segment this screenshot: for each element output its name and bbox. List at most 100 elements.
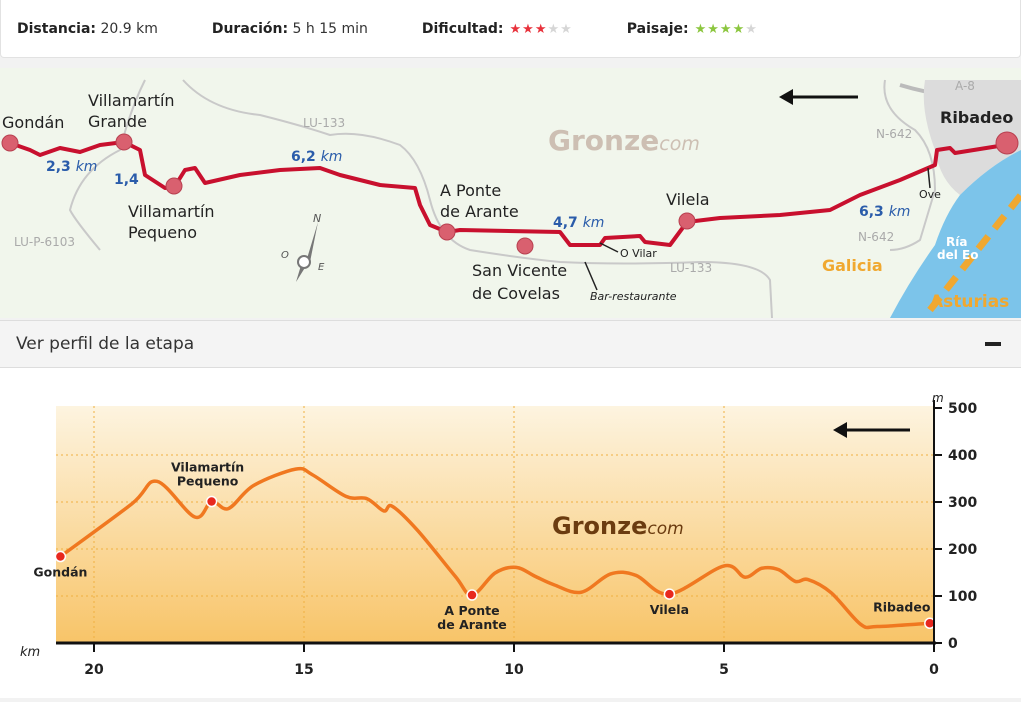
grid xyxy=(56,406,934,643)
svg-text:Asturias: Asturias xyxy=(930,292,1009,312)
marker-villamartin-pequeno[interactable] xyxy=(165,177,183,195)
waypoint-label: Gondán xyxy=(33,565,87,580)
y-tick-label: 400 xyxy=(948,448,977,464)
profile-toggle[interactable]: Ver perfil de la etapa xyxy=(0,320,1021,368)
svg-text:LU-133: LU-133 xyxy=(303,116,345,130)
marker-ribadeo[interactable] xyxy=(995,131,1019,155)
x-tick-label: 20 xyxy=(84,662,104,678)
svg-text:E: E xyxy=(318,262,325,273)
svg-text:6,3 km: 6,3 km xyxy=(859,204,910,220)
star-filled-icon: ★ xyxy=(719,21,733,37)
svg-text:Pequeno: Pequeno xyxy=(128,223,197,242)
marker-gondan[interactable] xyxy=(1,134,19,152)
svg-text:San Vicente: San Vicente xyxy=(472,261,567,280)
svg-text:Gondán: Gondán xyxy=(2,113,64,132)
svg-text:1,4: 1,4 xyxy=(114,172,139,188)
star-empty-icon: ★ xyxy=(745,21,758,37)
svg-text:Grande: Grande xyxy=(88,112,147,131)
marker-a-ponte[interactable] xyxy=(438,223,456,241)
difficulty-stat: Dificultad: ★★★★★ xyxy=(421,20,573,37)
svg-text:O: O xyxy=(281,250,289,261)
waypoint-point xyxy=(205,495,218,508)
svg-text:N-642: N-642 xyxy=(858,230,894,244)
route-map: Gondán Villamartín Grande Villamartín Pe… xyxy=(0,68,1021,319)
y-tick-label: 200 xyxy=(948,542,977,558)
svg-text:Ría: Ría xyxy=(946,235,967,249)
leader-lines xyxy=(584,167,931,291)
svg-text:6,2 km: 6,2 km xyxy=(291,149,342,165)
star-filled-icon: ★ xyxy=(534,21,548,37)
region-labels: Galicia Asturias xyxy=(822,256,1009,312)
svg-text:Ribadeo: Ribadeo xyxy=(940,108,1013,127)
poi-labels: O Vilar Bar-restaurante Ove xyxy=(590,188,941,303)
roads xyxy=(68,79,1011,319)
waypoint-label: Pequeno xyxy=(177,474,239,489)
waypoint-label: Vilela xyxy=(650,602,689,617)
water-ria xyxy=(890,150,1021,318)
stage-summary: Distancia: 20.9 km Duración: 5 h 15 min … xyxy=(0,0,1021,58)
star-filled-icon: ★ xyxy=(509,21,523,37)
svg-text:Galicia: Galicia xyxy=(822,256,883,275)
svg-text:O Vilar: O Vilar xyxy=(620,247,657,260)
map-canvas: Gondán Villamartín Grande Villamartín Pe… xyxy=(1,79,1021,319)
svg-text:N-642: N-642 xyxy=(876,127,912,141)
waypoint-label: A Ponte xyxy=(444,603,499,618)
route-line xyxy=(9,140,1006,247)
x-tick-label: 15 xyxy=(294,662,313,678)
svg-text:A Ponte: A Ponte xyxy=(440,181,501,200)
star-filled-icon: ★ xyxy=(707,21,720,37)
elevation-profile: Gronzecom Gondán Vilamartín Pequeno A Ponte… xyxy=(0,368,1021,698)
svg-text:Villamartín: Villamartín xyxy=(88,91,175,110)
svg-text:LU-P-6103: LU-P-6103 xyxy=(14,235,75,249)
svg-text:Ove: Ove xyxy=(919,188,941,201)
star-filled-icon: ★ xyxy=(522,21,535,37)
landscape-stat: Paisaje: ★★★★★ xyxy=(626,20,758,37)
map-watermark: Gronzecom xyxy=(548,124,700,157)
svg-text:Villamartín: Villamartín xyxy=(128,202,215,221)
svg-text:Bar-restaurante: Bar-restaurante xyxy=(590,290,677,303)
svg-text:de Arante: de Arante xyxy=(440,202,519,221)
town-area xyxy=(923,80,1021,195)
y-tick-label: 0 xyxy=(948,636,958,652)
minus-icon[interactable] xyxy=(985,342,1001,346)
landscape-stars-icon: ★★★★★ xyxy=(695,22,758,37)
x-tick-label: 0 xyxy=(929,662,939,678)
svg-text:N: N xyxy=(313,212,321,225)
star-filled-icon: ★ xyxy=(732,21,746,37)
y-axis-label: m xyxy=(932,391,944,405)
distance-stat: Distancia: 20.9 km xyxy=(17,20,158,37)
waypoint-point xyxy=(466,589,478,601)
x-tick-label: 10 xyxy=(504,662,524,678)
profile-toggle-label: Ver perfil de la etapa xyxy=(16,334,195,354)
y-tick-label: 500 xyxy=(948,401,977,417)
star-empty-icon: ★ xyxy=(547,21,561,37)
road-labels: LU-133 LU-133 LU-P-6103 N-642 N-642 A-8 xyxy=(14,79,975,275)
marker-vilela[interactable] xyxy=(678,212,696,230)
segment-distances: 2,3 km 1,4 6,2 km 4,7 km 6,3 km xyxy=(46,149,910,231)
x-tick-label: 5 xyxy=(719,662,729,678)
marker-san-vicente[interactable] xyxy=(516,237,534,255)
svg-text:2,3 km: 2,3 km xyxy=(46,159,97,175)
marker-villamartin-grande[interactable] xyxy=(115,133,133,151)
y-tick-label: 300 xyxy=(948,495,977,511)
waypoint-label: de Arante xyxy=(437,617,506,632)
svg-text:de Covelas: de Covelas xyxy=(472,284,560,303)
compass-icon: N O E xyxy=(281,212,325,282)
svg-text:Vilela: Vilela xyxy=(666,190,710,209)
chart-watermark: Gronzecom xyxy=(552,512,684,540)
waypoint-label: Ribadeo xyxy=(873,599,931,614)
x-axis-label: km xyxy=(20,645,40,660)
star-filled-icon: ★ xyxy=(694,21,708,37)
plot-area xyxy=(56,406,934,643)
svg-text:LU-133: LU-133 xyxy=(670,261,712,275)
elevation-line xyxy=(59,466,930,630)
difficulty-stars-icon: ★★★★★ xyxy=(510,22,573,37)
waypoint-point xyxy=(54,550,67,563)
duration-stat: Duración: 5 h 15 min xyxy=(211,20,368,37)
y-tick-label: 100 xyxy=(948,589,977,605)
direction-arrow-icon xyxy=(779,89,858,105)
waypoint-label: Vilamartín xyxy=(171,460,244,475)
svg-text:4,7 km: 4,7 km xyxy=(553,215,604,231)
